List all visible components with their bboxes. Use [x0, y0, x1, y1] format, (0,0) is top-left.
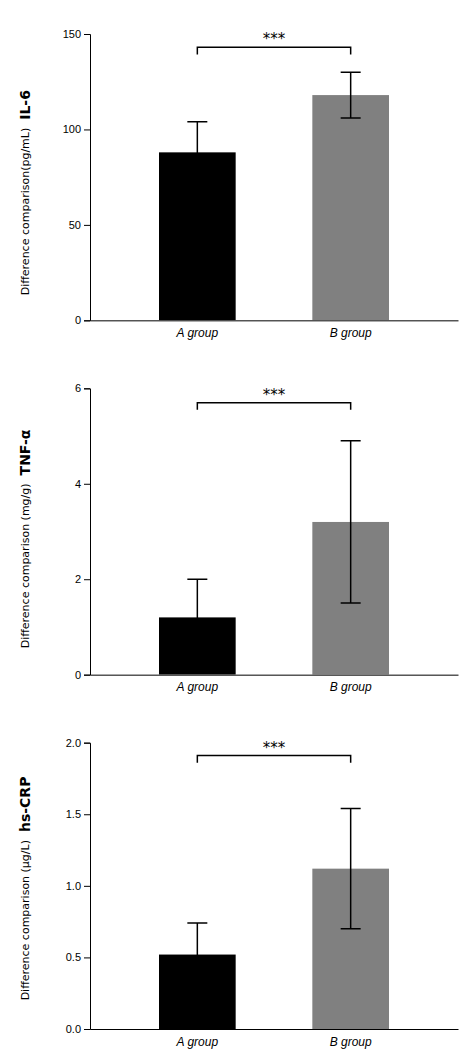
error-bar: [341, 72, 361, 118]
y-axis: 0 2 4 6: [75, 382, 91, 680]
error-bar: [341, 441, 361, 603]
figure: 0 50 100 150 A group B group *** Difference com…: [0, 0, 474, 1063]
y-tick: 0: [75, 314, 90, 326]
y-tick-label: 4: [75, 478, 81, 490]
y-tick: 100: [63, 123, 90, 135]
y-axis-title: IL-6: [17, 90, 33, 120]
x-axis-line: [91, 320, 459, 321]
x-tick: A group: [176, 1035, 219, 1049]
plot-area: 0 2 4 6 A group B group ***: [75, 382, 459, 694]
error-bar: [187, 923, 207, 986]
y-axis-title: TNF-α: [17, 429, 33, 475]
x-tick: A group: [176, 680, 219, 694]
bar: [312, 95, 389, 320]
error-bar: [187, 579, 207, 655]
x-tick: A group: [176, 326, 219, 340]
y-tick-mark: [84, 579, 90, 580]
x-axis-line: [91, 1029, 459, 1030]
x-tick-label: B group: [330, 326, 372, 340]
y-axis-line: [84, 35, 91, 321]
y-tick-label: 0.0: [66, 1023, 81, 1035]
y-tick-label: 1.0: [66, 880, 81, 892]
x-tick: B group: [330, 1035, 372, 1049]
y-tick-mark: [84, 1029, 90, 1030]
x-tick-label: A group: [176, 680, 219, 694]
y-axis-subtitle: Difference comparison (mg/g): [19, 483, 32, 648]
marks: [159, 72, 389, 320]
y-tick: 2: [75, 573, 90, 585]
y-tick: 0: [75, 669, 90, 681]
y-tick-mark: [84, 886, 90, 887]
plot-area: 0.0 0.5 1.0 1.5 2.0 A group B group ***: [66, 737, 459, 1049]
y-tick-label: 0: [75, 314, 81, 326]
y-tick-mark: [84, 957, 90, 958]
panel: 0 50 100 150 A group B group *** Difference com…: [17, 28, 459, 340]
y-axis: 0 50 100 150: [63, 28, 91, 326]
y-axis: 0.0 0.5 1.0 1.5 2.0: [66, 737, 91, 1035]
plot-area: 0 50 100 150 A group B group ***: [63, 28, 459, 340]
y-tick: 1.0: [66, 880, 90, 892]
significance-bracket: [197, 47, 350, 54]
x-tick: B group: [330, 326, 372, 340]
y-axis-subtitle: Difference comparison(pg/mL): [19, 128, 32, 296]
x-tick: B group: [330, 680, 372, 694]
y-tick-label: 2: [75, 573, 81, 585]
significance-bracket: [197, 403, 350, 410]
y-tick-label: 2.0: [66, 737, 81, 749]
y-tick: 0.0: [66, 1023, 90, 1035]
y-tick: 6: [75, 382, 90, 394]
x-axis: A group B group: [91, 675, 459, 694]
y-tick-mark: [84, 225, 90, 226]
y-tick-label: 150: [63, 28, 81, 40]
panel: 0 2 4 6 A group B group *** Difference comparis…: [17, 382, 459, 694]
y-tick: 50: [69, 219, 90, 231]
y-tick-mark: [84, 34, 90, 35]
error-bar: [187, 122, 207, 183]
y-tick-label: 1.5: [66, 808, 81, 820]
y-axis-line: [84, 743, 91, 1029]
y-tick: 1.5: [66, 808, 90, 820]
y-axis-title: hs-CRP: [17, 777, 33, 832]
y-tick: 0.5: [66, 951, 90, 963]
y-tick-mark: [84, 814, 90, 815]
x-tick-label: B group: [330, 680, 372, 694]
y-tick-mark: [84, 129, 90, 130]
x-axis: A group B group: [91, 321, 459, 340]
x-tick-label: A group: [176, 1035, 219, 1049]
significance-bracket: [197, 756, 350, 763]
y-tick: 150: [63, 28, 90, 40]
y-axis-line: [84, 389, 91, 675]
marks: [159, 809, 389, 1029]
marks: [159, 441, 389, 675]
significance-label: ***: [263, 386, 286, 404]
y-tick-label: 100: [63, 123, 81, 135]
y-tick: 2.0: [66, 737, 90, 749]
y-axis-subtitle: Difference comparison (μg/L): [19, 840, 32, 1000]
error-bar: [341, 809, 361, 929]
y-tick-mark: [84, 484, 90, 485]
significance-label: ***: [263, 30, 286, 48]
y-tick-mark: [84, 675, 90, 676]
x-tick-label: B group: [330, 1035, 372, 1049]
panel: 0.0 0.5 1.0 1.5 2.0 A group B group *** Differen…: [17, 737, 459, 1049]
significance-label: ***: [263, 739, 286, 757]
y-tick-label: 0.5: [66, 951, 81, 963]
x-tick-label: A group: [176, 326, 219, 340]
y-tick-mark: [84, 320, 90, 321]
y-tick-label: 0: [75, 669, 81, 681]
y-tick-label: 50: [69, 219, 81, 231]
y-tick-mark: [84, 743, 90, 744]
y-tick-label: 6: [75, 382, 81, 394]
y-tick: 4: [75, 478, 90, 490]
x-axis: A group B group: [91, 1030, 459, 1049]
x-axis-line: [91, 675, 459, 676]
y-tick-mark: [84, 388, 90, 389]
